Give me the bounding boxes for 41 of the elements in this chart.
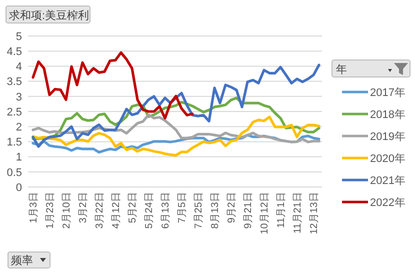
line-series (32, 64, 320, 148)
x-tick-label: 6月13日 (160, 192, 172, 229)
legend-label: 2019年 (370, 130, 406, 143)
x-tick-label: 3月22日 (94, 192, 106, 229)
chart-title: 求和项:美豆榨利 (9, 8, 90, 22)
x-tick-label: 7月5日 (177, 192, 188, 224)
x-tick-label: 1月23日 (45, 192, 56, 229)
line-series (32, 116, 320, 157)
x-tick-label: 2月10日 (62, 192, 72, 229)
y-tick-label: 2.5 (6, 106, 22, 118)
x-tick-label: 5月2日 (128, 192, 138, 224)
x-tick-label: 12月13日 (309, 192, 320, 234)
y-tick-label: 5 (16, 30, 22, 43)
y-tick-label: 1 (16, 152, 22, 164)
legend-label: 2020年 (370, 152, 406, 165)
x-tick-label: 1月3日 (28, 192, 40, 224)
x-tick-label: 11月1日 (276, 192, 287, 228)
x-tick-label: 7月25日 (194, 192, 204, 229)
x-tick-label: 9月21日 (243, 192, 254, 229)
x-tick-label: 8月13日 (210, 192, 221, 229)
text: 频率 (11, 254, 33, 267)
y-tick-label: 2 (16, 121, 22, 134)
y-tick-label: 1.5 (6, 136, 22, 149)
legend-label: 2021年 (370, 174, 406, 187)
x-tick-label: 4月12日 (111, 192, 122, 229)
y-tick-label: 4.5 (6, 46, 22, 58)
line-series (32, 51, 194, 120)
y-tick-label: 4 (16, 61, 22, 74)
legend-label: 2017年 (370, 86, 406, 99)
legend-title: 年 (336, 64, 347, 76)
y-tick-label: 3.5 (6, 76, 22, 88)
x-tick-label: 10月12日 (260, 192, 270, 234)
legend-label: 2018年 (370, 108, 406, 121)
x-tick-label: 5月24日 (144, 192, 155, 229)
x-tick-label: 11月21日 (292, 192, 304, 234)
legend-label: 2022年 (370, 196, 406, 209)
x-tick-label: 9月2日 (226, 192, 238, 224)
y-tick-label: 3 (16, 91, 22, 104)
y-tick-label: 0 (16, 182, 22, 194)
y-tick-label: 0.5 (6, 166, 22, 179)
x-tick-label: 3月2日 (78, 192, 89, 224)
